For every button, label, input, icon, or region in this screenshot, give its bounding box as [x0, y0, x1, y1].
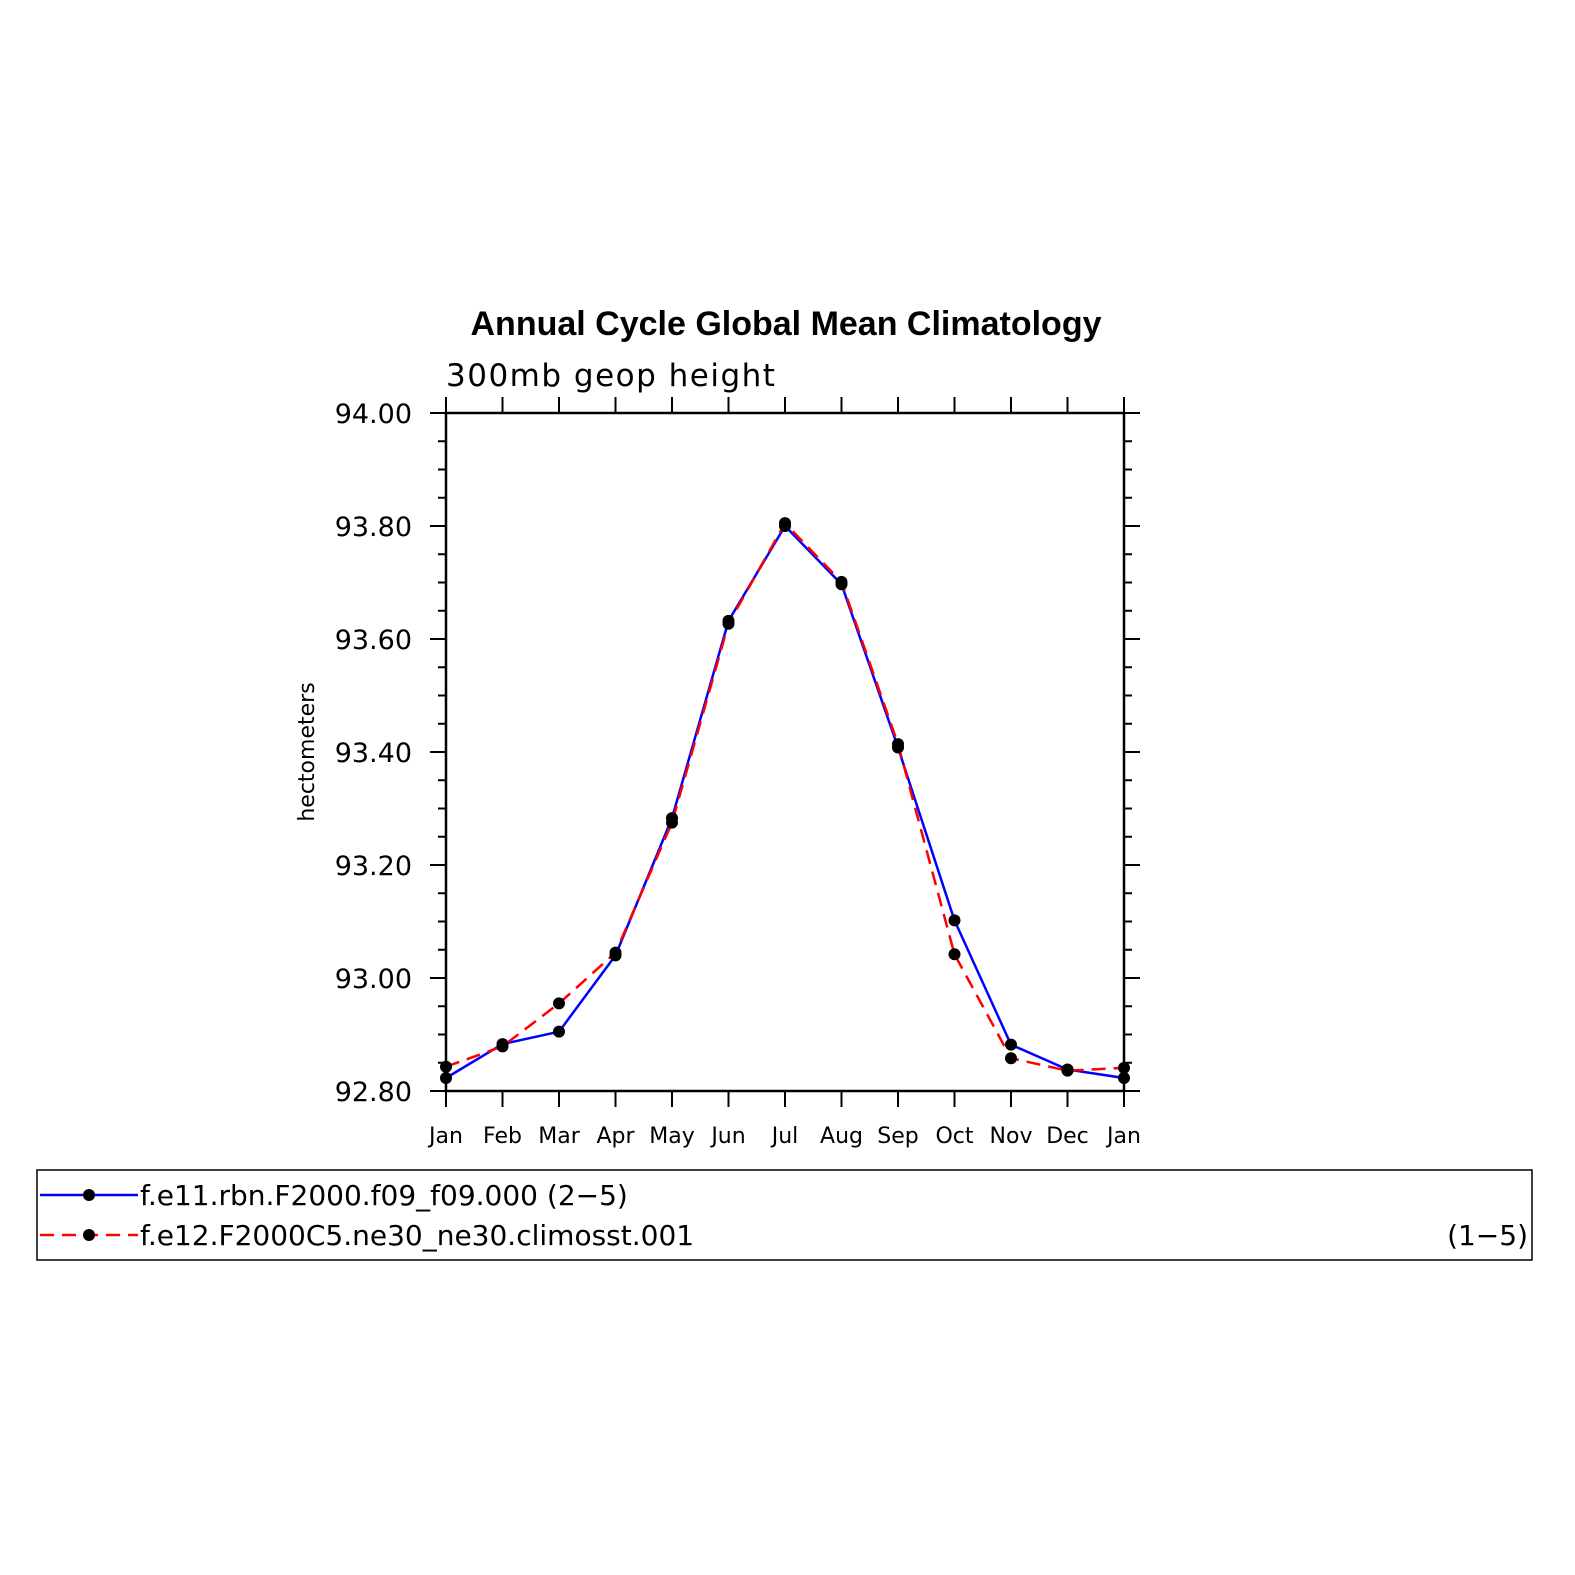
x-tick-label: Apr: [596, 1124, 635, 1149]
data-point-series-2: [948, 948, 961, 961]
data-point-series-1: [948, 914, 961, 927]
y-tick-label: 93.80: [335, 512, 412, 543]
y-axis-label: hectometers: [295, 682, 320, 821]
plot-frame: [444, 411, 1126, 1093]
series-points: [440, 517, 1130, 1085]
data-point-series-2: [722, 617, 735, 630]
chart-title: Annual Cycle Global Mean Climatology: [471, 305, 1102, 343]
series-line-2: [445, 521, 1125, 1072]
y-tick-labels: 94.00 93.80 93.60 93.40 93.20 93.00 92.80: [335, 399, 412, 1108]
data-point-series-2: [666, 816, 678, 829]
legend-marker-2: [83, 1229, 95, 1241]
x-tick-label: Mar: [538, 1124, 580, 1149]
x-tick-label: Jan: [1105, 1124, 1141, 1149]
data-point-series-1: [440, 1072, 452, 1085]
x-tick-label: May: [649, 1124, 694, 1149]
data-point-series-1: [553, 1025, 565, 1038]
legend: f.e11.rbn.F2000.f09_f09.000 (2−5) f.e12.F…: [40, 1179, 1528, 1252]
data-point-series-2: [1061, 1064, 1074, 1077]
axis-ticks: [430, 397, 1140, 1107]
series-line-1: [445, 524, 1125, 1080]
x-tick-label: Jun: [709, 1124, 745, 1149]
data-point-series-2: [553, 997, 565, 1010]
data-point-series-1: [1118, 1072, 1130, 1085]
series-lines: [445, 521, 1125, 1080]
legend-marker-1: [83, 1189, 95, 1201]
x-tick-label: Aug: [820, 1124, 863, 1149]
x-tick-label: Feb: [483, 1124, 522, 1149]
y-tick-label: 93.60: [335, 625, 412, 656]
data-point-series-2: [609, 946, 622, 959]
data-point-series-2: [440, 1060, 452, 1073]
data-point-series-2: [496, 1040, 509, 1053]
legend-suffix-2: (1−5): [1447, 1219, 1528, 1252]
y-tick-label: 92.80: [335, 1077, 412, 1108]
x-tick-labels: Jan Feb Mar Apr May Jun Jul Aug Sep Oct Nov Dec Jan: [427, 1124, 1141, 1149]
y-tick-label: 93.40: [335, 738, 412, 769]
data-point-series-2: [835, 575, 848, 588]
data-point-series-2: [1118, 1061, 1130, 1074]
y-tick-label: 94.00: [335, 399, 412, 430]
x-tick-label: Sep: [877, 1124, 918, 1149]
data-point-series-2: [779, 517, 791, 530]
chart-subtitle: 300mb geop height: [446, 358, 776, 394]
data-point-series-2: [892, 738, 904, 751]
legend-label-2: f.e12.F2000C5.ne30_ne30.climosst.001: [140, 1219, 694, 1252]
x-tick-label: Dec: [1046, 1124, 1089, 1149]
data-point-series-1: [1005, 1038, 1017, 1051]
x-tick-label: Jan: [427, 1124, 463, 1149]
y-tick-label: 93.20: [335, 851, 412, 882]
x-tick-label: Oct: [935, 1124, 973, 1149]
legend-label-1: f.e11.rbn.F2000.f09_f09.000 (2−5): [140, 1179, 628, 1212]
x-tick-label: Nov: [990, 1124, 1033, 1149]
legend-box: [36, 1169, 1533, 1261]
x-tick-label: Jul: [770, 1124, 799, 1149]
data-point-series-2: [1005, 1052, 1017, 1065]
y-tick-label: 93.00: [335, 964, 412, 995]
